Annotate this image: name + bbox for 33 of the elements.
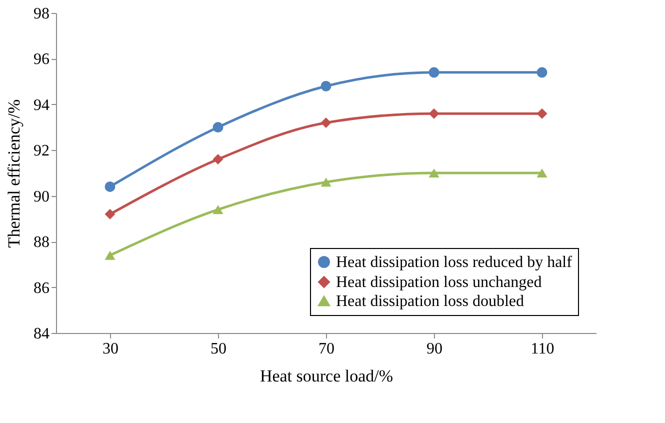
point [428,168,440,178]
point [428,108,440,119]
y-tick-label: 90 [34,188,50,206]
point [536,67,548,78]
y-tick-label: 98 [34,6,50,22]
point [320,178,332,187]
point [104,250,116,260]
y-tick-label: 88 [34,234,50,252]
legend-label: Heat dissipation loss unchanged [336,274,542,291]
point [320,80,332,92]
point [212,205,224,214]
y-tick-label: 86 [34,280,50,297]
point [320,117,332,128]
x-tick-label: 90 [426,340,442,358]
point [212,122,224,133]
x-tick-label: 30 [102,340,118,358]
y-tick-label: 92 [34,142,50,160]
y-tick-label: 96 [34,51,50,68]
x-axis-title: Heat source load/% [260,366,394,386]
x-tick-label: 50 [210,340,226,358]
point [212,154,224,165]
y-tick-label: 84 [34,326,50,342]
x-tick-label: 70 [318,340,334,358]
point [536,108,548,119]
point [536,168,548,178]
y-tick-label: 94 [34,96,50,114]
point [428,67,440,78]
legend-label: Heat dissipation loss doubled [336,293,524,310]
point [104,181,116,192]
legend-label: Heat dissipation loss reduced by half [336,254,573,271]
x-tick-label: 110 [530,340,554,358]
y-axis-title: Thermal efficiency/% [4,99,24,248]
point [104,208,116,220]
